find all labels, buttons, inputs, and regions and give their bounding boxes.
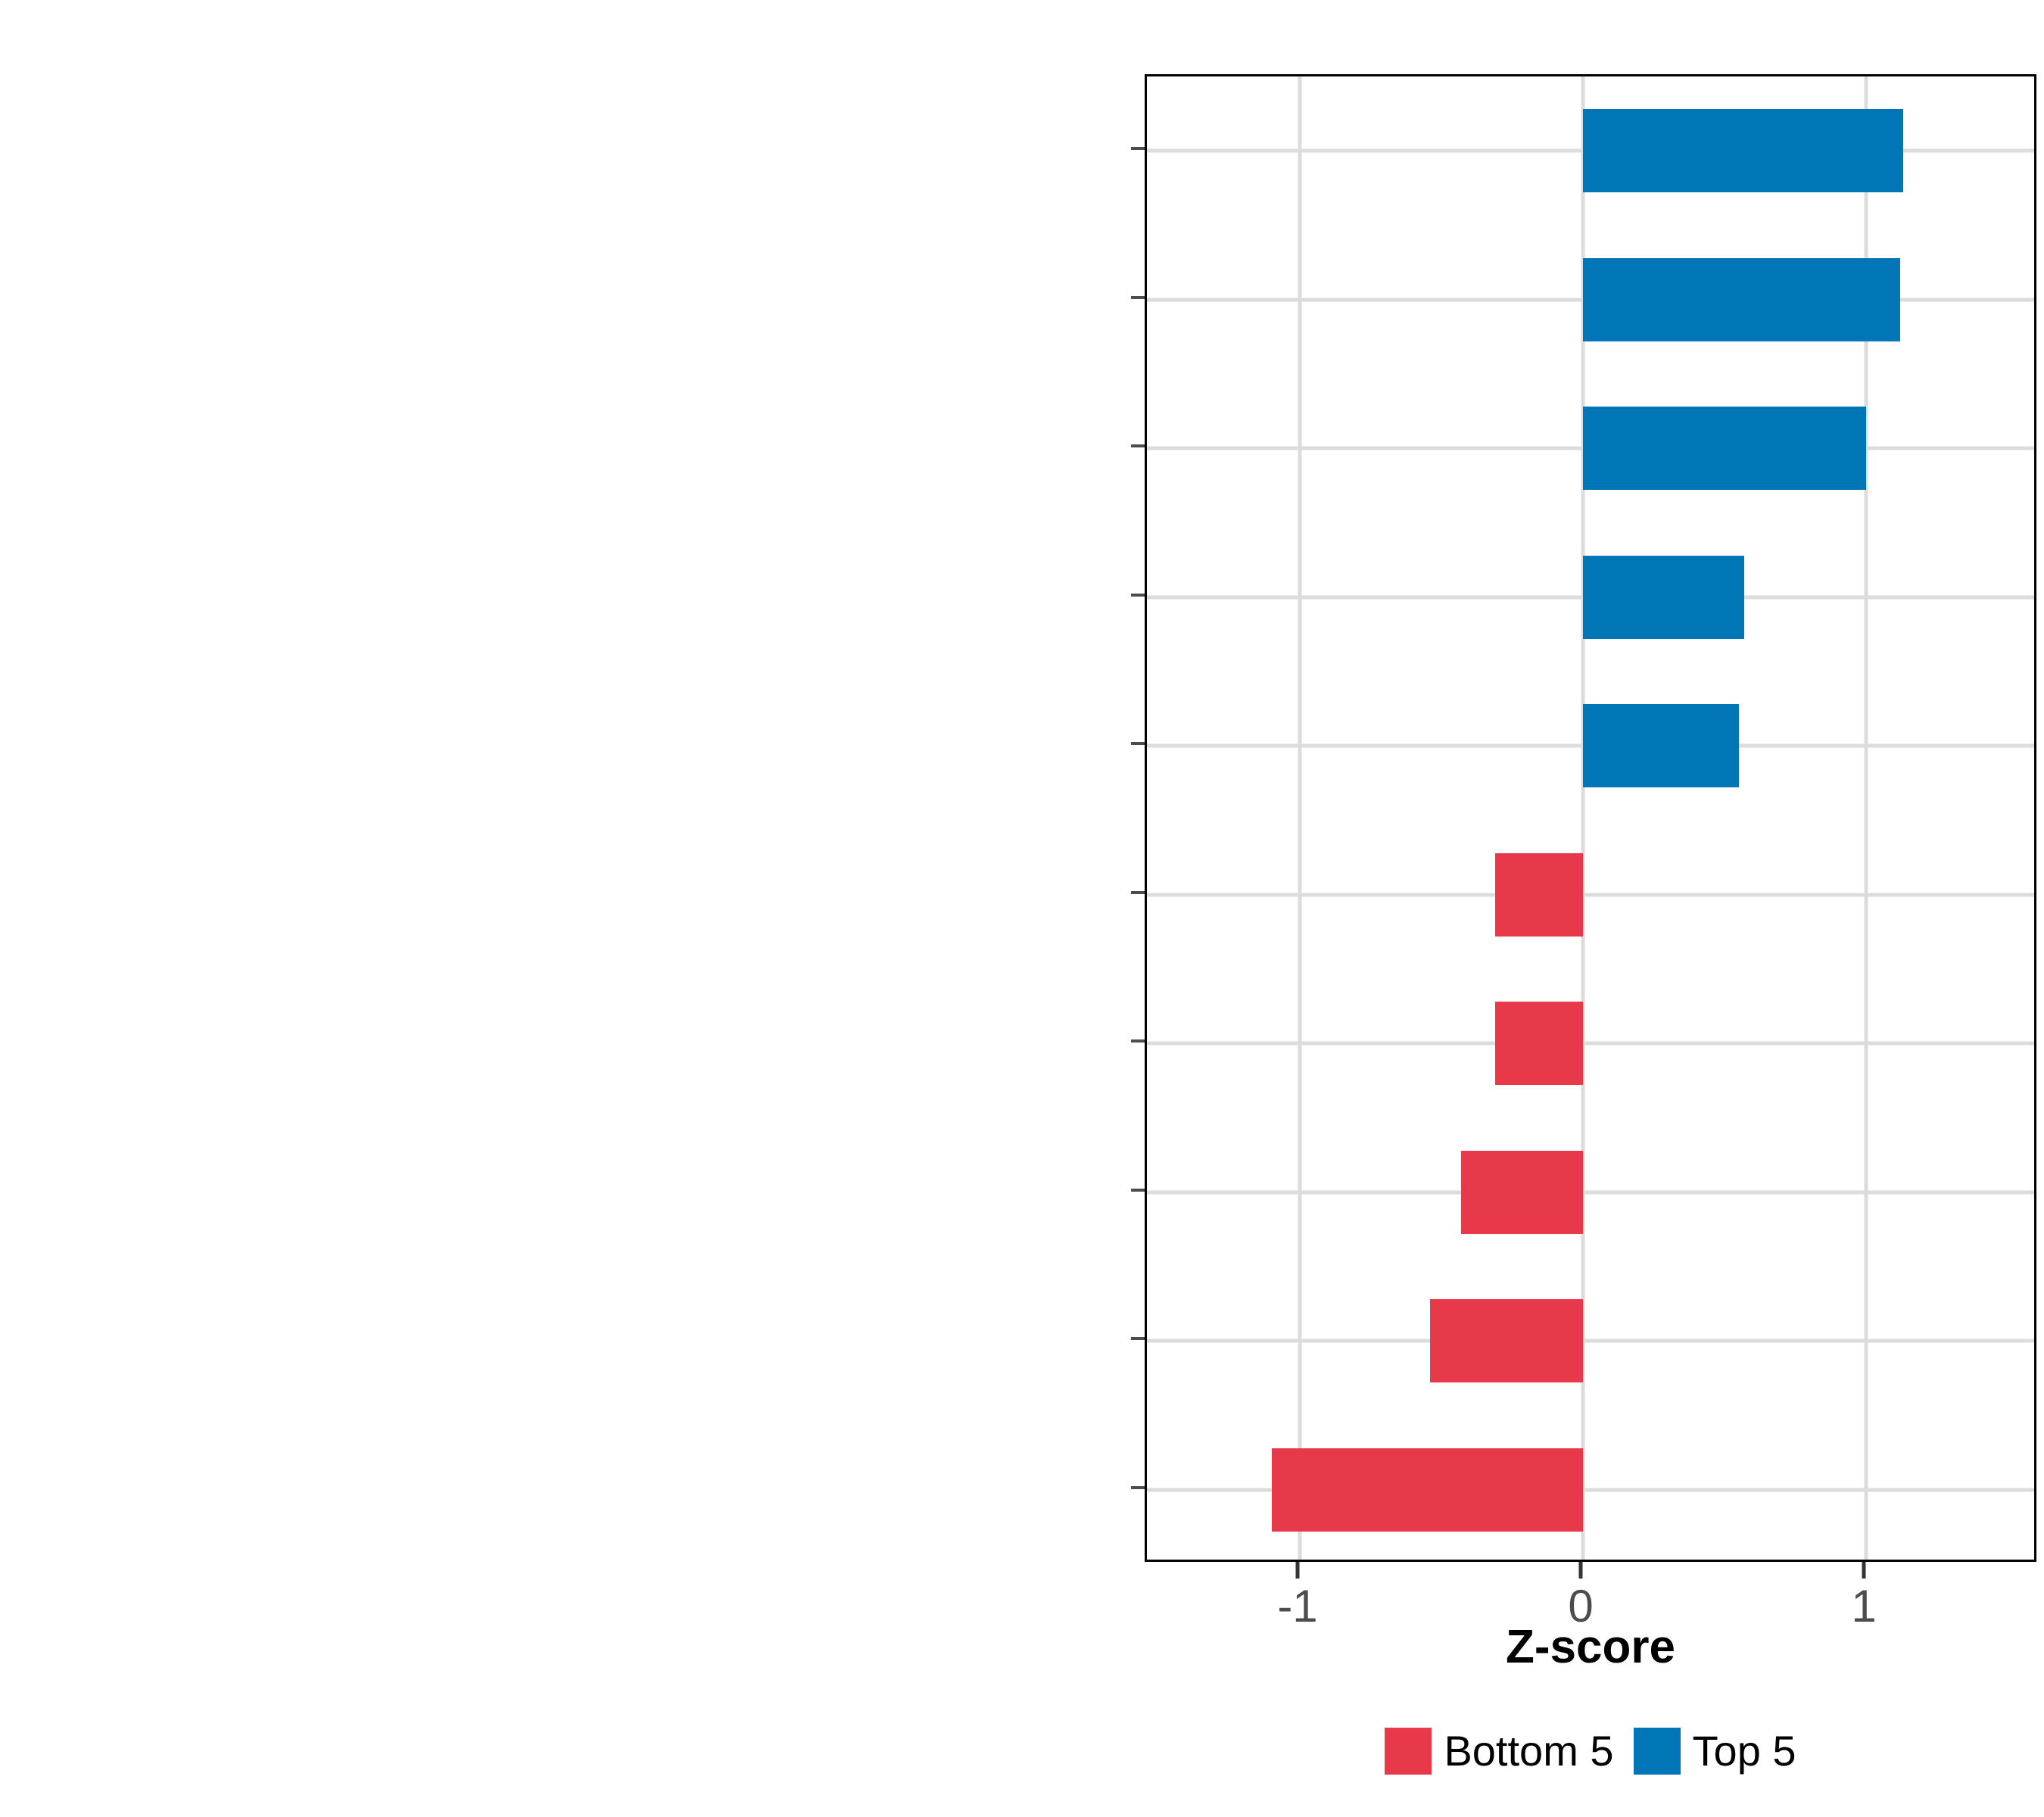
legend-item[interactable]: Bottom 5 (1385, 1726, 1614, 1775)
bar (1461, 1150, 1583, 1234)
y-axis-tick (1131, 147, 1145, 151)
bar (1271, 1448, 1583, 1532)
legend: Bottom 5 Top 5 (1145, 1726, 2036, 1775)
legend-swatch (1385, 1727, 1432, 1775)
x-axis-title: Z-score (1506, 1621, 1675, 1673)
vertical-gridline (1298, 76, 1302, 1560)
y-axis-tick (1131, 1039, 1145, 1043)
legend-swatch (1633, 1727, 1681, 1775)
x-axis-tick (1862, 1562, 1866, 1579)
bar (1583, 407, 1866, 491)
bar (1495, 1002, 1583, 1086)
x-axis-tick-label: -1 (1277, 1581, 1318, 1632)
vertical-gridline (1864, 76, 1868, 1560)
bar (1583, 555, 1745, 639)
y-axis-tick (1131, 890, 1145, 894)
y-axis-tick (1131, 1337, 1145, 1341)
horizontal-gridline (1147, 1190, 2034, 1195)
horizontal-gridline (1147, 893, 2034, 897)
y-axis-tick (1131, 295, 1145, 299)
legend-item[interactable]: Top 5 (1633, 1726, 1796, 1775)
y-axis-tick (1131, 1188, 1145, 1192)
y-axis-tick (1131, 1485, 1145, 1489)
x-axis-tick-label: 0 (1568, 1581, 1594, 1632)
y-axis-tick (1131, 742, 1145, 746)
bar (1495, 852, 1583, 937)
bar (1430, 1299, 1583, 1383)
horizontal-gridline (1147, 1339, 2034, 1343)
bar (1583, 704, 1739, 788)
x-axis-tick-label: 1 (1851, 1581, 1877, 1632)
legend-label: Bottom 5 (1444, 1727, 1614, 1775)
legend-label: Top 5 (1692, 1727, 1796, 1775)
horizontal-gridline (1147, 1041, 2034, 1046)
vertical-gridline (1581, 76, 1585, 1560)
plot-panel (1145, 74, 2036, 1562)
x-axis-tick (1578, 1562, 1583, 1579)
bar (1583, 257, 1900, 341)
bar (1583, 109, 1903, 193)
x-axis-tick (1295, 1562, 1300, 1579)
y-axis-tick (1131, 593, 1145, 597)
y-axis-tick (1131, 444, 1145, 448)
horizontal-gridline (1147, 1488, 2034, 1492)
